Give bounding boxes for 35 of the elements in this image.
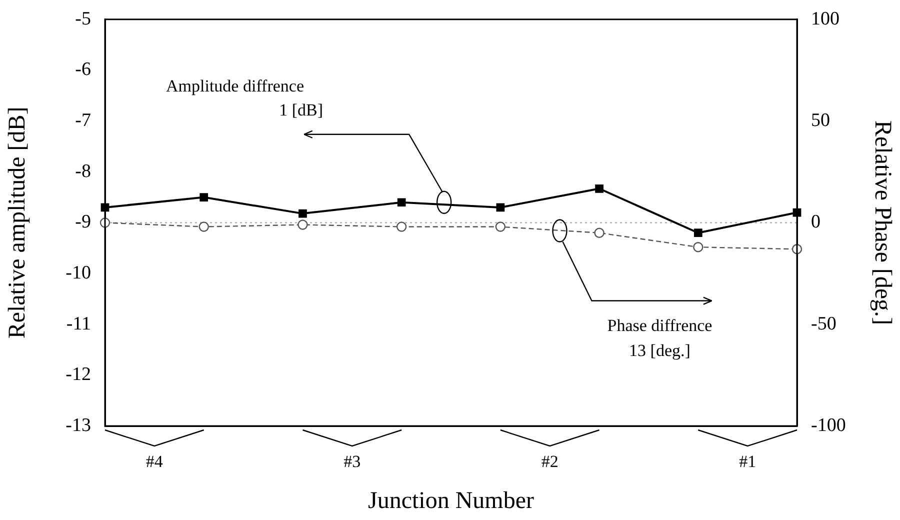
point — [594, 228, 604, 238]
text: #2 — [541, 452, 558, 471]
point — [396, 222, 407, 232]
y-tick-label: -9 — [75, 212, 91, 233]
point — [298, 220, 308, 230]
y2-tick-label: -100 — [811, 414, 846, 436]
y2-tick-label: -50 — [811, 313, 836, 334]
y2-axis-title: Relative Phase [deg.] — [869, 120, 896, 326]
x-axis-title: Junction Number — [368, 488, 534, 514]
y-tick-label: -8 — [75, 160, 91, 182]
point — [496, 203, 505, 212]
y-tick-label: -5 — [75, 8, 91, 30]
y-tick-label: -10 — [66, 262, 91, 284]
point — [693, 242, 704, 252]
annotation: Amplitude diffrence 1 [dB] — [166, 76, 323, 120]
y2-tick-label: 0 — [811, 212, 820, 233]
y-axis-title: Relative amplitude [dB] — [4, 106, 31, 339]
point — [200, 193, 208, 202]
point — [595, 184, 604, 193]
text: #3 — [344, 452, 361, 471]
y-tick-label: -7 — [75, 110, 91, 132]
point — [397, 198, 406, 207]
y-tick-label: -6 — [75, 59, 91, 80]
y2-tick-label: 100 — [811, 8, 840, 30]
y-tick-label: -13 — [66, 414, 91, 436]
point — [495, 222, 506, 232]
y-tick-label: -11 — [66, 313, 91, 334]
y2-tick-label: 50 — [811, 110, 830, 132]
point — [298, 209, 307, 218]
annotation: Phase diffrence 13 [deg.] — [607, 316, 712, 360]
point — [694, 228, 702, 238]
y-tick-label: -12 — [66, 364, 91, 386]
text: #1 — [739, 452, 756, 471]
text: #4 — [146, 452, 164, 471]
point — [198, 222, 209, 232]
